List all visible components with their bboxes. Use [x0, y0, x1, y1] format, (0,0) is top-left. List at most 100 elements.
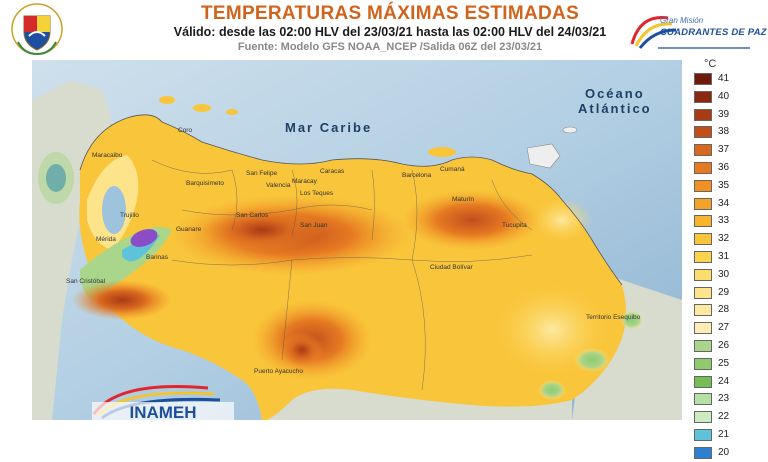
legend-swatch — [694, 322, 712, 335]
legend-swatch — [694, 144, 712, 157]
legend-item: 26 — [694, 337, 744, 355]
place-label: Mérida — [96, 236, 116, 243]
legend-label: 25 — [718, 357, 730, 369]
place-label: Tucupita — [502, 222, 527, 229]
legend-unit: °C — [704, 58, 717, 70]
legend-swatch — [694, 339, 712, 352]
legend-swatch — [694, 304, 712, 317]
cuadrantes-de-paz-logo-icon — [630, 16, 750, 49]
place-label: Barcelona — [402, 172, 432, 179]
legend-item: 36 — [694, 159, 744, 177]
place-label: Trujillo — [120, 212, 139, 219]
lake-maracaibo — [102, 186, 126, 234]
place-label: San Cristóbal — [66, 278, 106, 285]
legend-item: 21 — [694, 426, 744, 444]
central-hot-core — [202, 208, 322, 252]
legend-item: 31 — [694, 248, 744, 266]
coastline — [79, 114, 623, 286]
island-bonaire — [226, 109, 238, 115]
state-boundaries — [151, 159, 533, 391]
legend-item: 28 — [694, 301, 744, 319]
validity-period: Válido: desde las 02:00 HLV del 23/03/21… — [173, 25, 607, 39]
legend-swatch — [694, 411, 712, 424]
legend-label: 23 — [718, 393, 730, 405]
legend-item: 24 — [694, 373, 744, 391]
legend-label: 37 — [718, 144, 730, 156]
place-label: Maracay — [292, 178, 317, 185]
legend-item: 27 — [694, 319, 744, 337]
legend-swatch — [694, 73, 712, 85]
legend-label: 34 — [718, 197, 730, 209]
mission-subtitle: Gran Misión — [660, 16, 704, 25]
legend-label: 35 — [718, 179, 730, 191]
legend-swatch — [694, 197, 712, 210]
place-label: Ciudad Bolívar — [430, 264, 473, 271]
legend-item: 34 — [694, 195, 744, 213]
legend-label: 22 — [718, 411, 730, 423]
delta-mild-zone — [532, 198, 592, 242]
place-label: Puerto Ayacucho — [254, 368, 304, 375]
venezuela-coat-of-arms-icon — [11, 3, 63, 56]
legend-item: 39 — [694, 106, 744, 124]
place-label: Territorio Esequibo — [586, 314, 641, 321]
map-title: TEMPERATURAS MÁXIMAS ESTIMADAS — [200, 3, 580, 24]
amazonas-hot-spot — [280, 332, 324, 368]
legend-item: 30 — [694, 266, 744, 284]
legend-swatch — [694, 375, 712, 388]
legend-swatch — [694, 393, 712, 406]
place-label: Los Teques — [300, 190, 334, 197]
place-label: Cumaná — [440, 166, 465, 173]
place-label: Maracaibo — [92, 152, 123, 159]
legend-swatch — [694, 108, 712, 121]
legend-swatch — [694, 357, 712, 370]
legend-item: 29 — [694, 284, 744, 302]
place-label: Coro — [178, 127, 193, 134]
island-trinidad — [526, 143, 561, 169]
place-label: San Carlos — [236, 212, 269, 219]
place-label: San Felipe — [246, 170, 278, 177]
legend-label: 26 — [718, 339, 730, 351]
legend-item: 22 — [694, 408, 744, 426]
legend-item: 41 — [694, 70, 744, 88]
place-label: Guanare — [176, 226, 202, 233]
place-label: Maturín — [452, 196, 475, 203]
legend-item: 25 — [694, 355, 744, 373]
guayana-green-spot-2 — [538, 380, 566, 400]
legend-item: 33 — [694, 212, 744, 230]
legend-label: 41 — [718, 73, 730, 84]
legend-label: 39 — [718, 108, 730, 120]
guayana-green-spot-1 — [574, 348, 610, 372]
inameh-logo-text: INAMEH — [129, 403, 196, 420]
legend-label: 38 — [718, 126, 730, 138]
eastern-hot-zone — [402, 190, 542, 250]
legend-swatch — [694, 250, 712, 263]
legend-label: 24 — [718, 375, 730, 387]
sea-label: Mar Caribe — [285, 120, 373, 135]
mission-title: CUADRANTES DE PAZ — [660, 27, 767, 38]
legend-item: 38 — [694, 123, 744, 141]
legend-label: 21 — [718, 428, 730, 440]
legend-item: 20 — [694, 444, 744, 462]
legend-swatch — [694, 446, 712, 459]
legend-label: 32 — [718, 233, 730, 245]
temperature-legend: 41 40 39 38 37 36 35 34 33 32 31 30 29 28 27 26 25 24 23 22… — [694, 70, 744, 462]
legend-item: 35 — [694, 177, 744, 195]
island-margarita — [428, 147, 456, 157]
neighbor-land-south — [262, 380, 572, 420]
legend-swatch — [694, 161, 712, 174]
legend-label: 31 — [718, 250, 730, 262]
legend-swatch — [694, 215, 712, 228]
legend-swatch — [694, 126, 712, 139]
legend-swatch — [694, 179, 712, 192]
place-label: San Juan — [300, 222, 328, 229]
place-label: Caracas — [320, 168, 345, 175]
map-header: TEMPERATURAS MÁXIMAS ESTIMADAS Válido: d… — [0, 0, 768, 58]
guayana-green-spot-3 — [620, 310, 644, 330]
legend-label: 20 — [718, 446, 730, 458]
temperature-map — [32, 60, 682, 420]
legend-label: 33 — [718, 215, 730, 227]
place-label: Valencia — [266, 182, 291, 189]
place-label: Barquisimeto — [186, 180, 224, 187]
island-aruba — [159, 96, 175, 104]
legend-item: 40 — [694, 88, 744, 106]
